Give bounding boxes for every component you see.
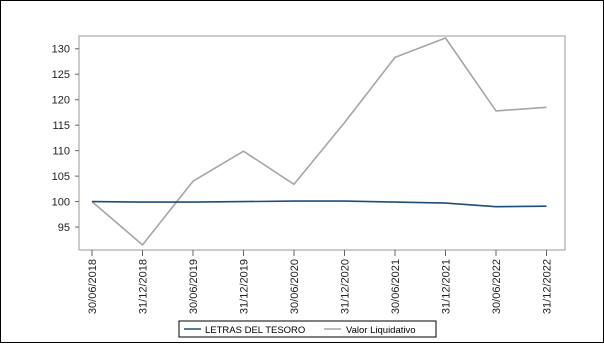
line-chart: 95 100 105 110 115 120 125 130 30/06/2018 31/12/… (52, 35, 566, 338)
x-tick-label: 30/06/2018 (87, 259, 99, 314)
legend-label-letras-del-tesoro: LETRAS DEL TESORO (205, 325, 305, 336)
x-tick-label: 31/12/2019 (239, 259, 251, 314)
x-tick-label: 30/06/2021 (390, 259, 402, 314)
x-tick-label: 31/12/2020 (340, 259, 352, 314)
x-tick-label: 30/06/2020 (289, 259, 301, 314)
y-tick-label: 110 (52, 146, 70, 158)
y-tick-label: 115 (52, 120, 70, 132)
x-tick-label: 30/06/2022 (491, 259, 503, 314)
y-tick-label: 120 (52, 95, 70, 107)
series-lines (91, 37, 547, 246)
y-tick-label: 100 (52, 197, 70, 209)
x-tick-label: 31/12/2018 (138, 259, 150, 314)
series-line-valor-liquidativo (91, 37, 547, 246)
y-tick-label: 130 (52, 44, 70, 56)
legend: LETRAS DEL TESORO Valor Liquidativo (178, 320, 437, 338)
x-tick-label: 31/12/2022 (542, 259, 554, 314)
x-tick-label: 31/12/2021 (441, 259, 453, 314)
y-axis: 95 100 105 110 115 120 125 130 (52, 36, 80, 250)
x-tick-label: 30/06/2019 (188, 259, 200, 314)
plot-area (78, 35, 566, 251)
legend-label-valor-liquidativo: Valor Liquidativo (346, 325, 416, 336)
y-tick-label: 105 (52, 171, 70, 183)
legend-box (178, 320, 437, 338)
y-tick-label: 95 (58, 222, 70, 234)
x-axis: 30/06/2018 31/12/2018 30/06/2019 31/12/2019… (87, 250, 554, 314)
series-line-letras-del-tesoro (91, 200, 547, 208)
y-tick-label: 125 (52, 69, 70, 81)
